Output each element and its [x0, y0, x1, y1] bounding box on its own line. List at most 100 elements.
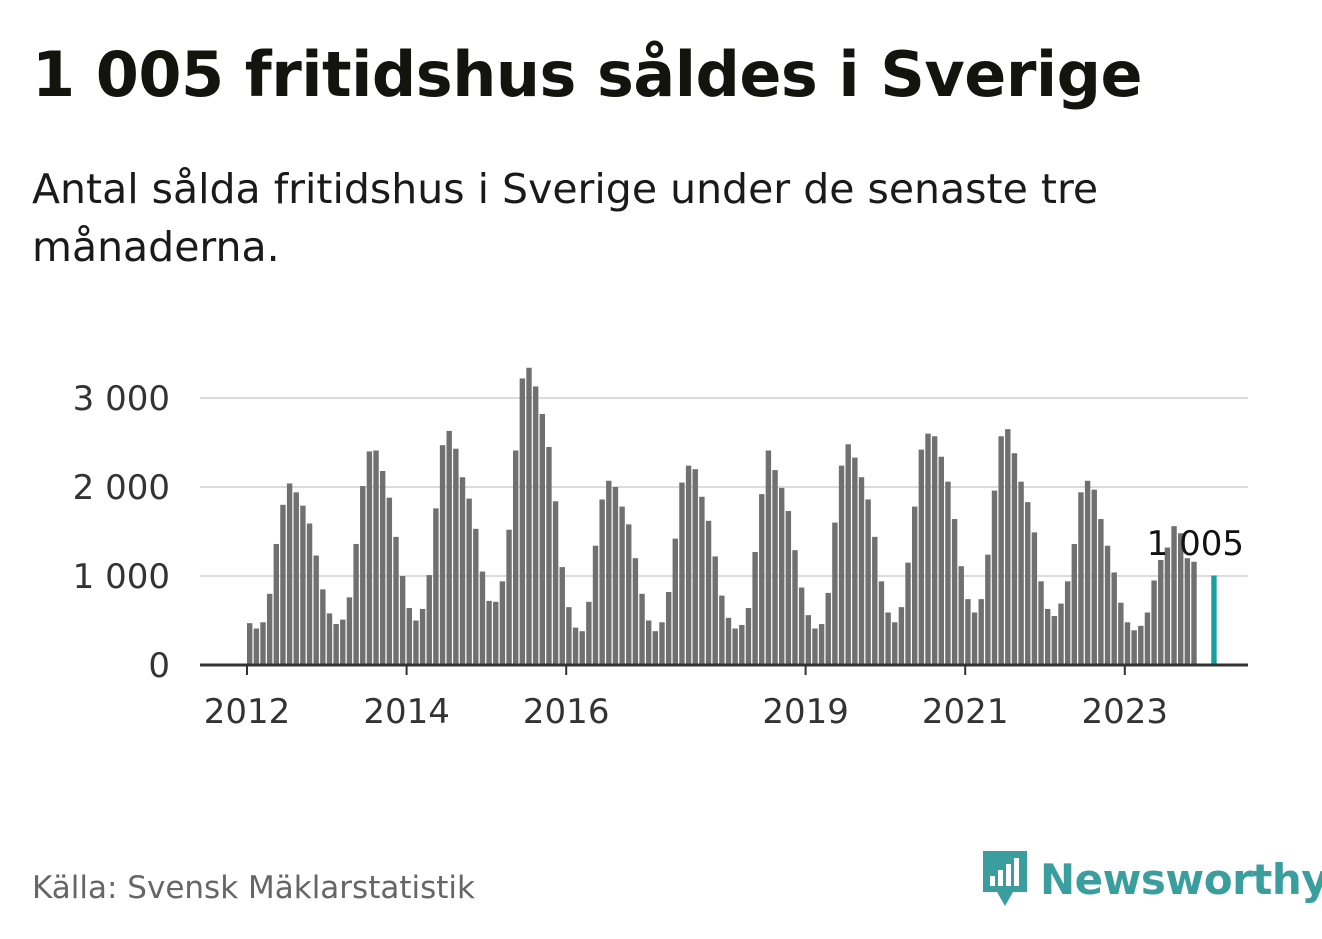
bar: [546, 446, 552, 665]
bar: [965, 599, 971, 665]
y-tick-label: 3 000: [73, 379, 170, 419]
bar: [785, 511, 792, 665]
bar: [626, 524, 632, 665]
bar: [360, 486, 366, 665]
bar: [373, 450, 379, 665]
bar: [1104, 545, 1111, 665]
bar: [772, 470, 778, 665]
bar: [519, 378, 526, 665]
y-tick-label: 2 000: [73, 468, 170, 508]
bar: [725, 617, 732, 665]
bar: [1025, 502, 1031, 665]
bar: [985, 554, 991, 665]
bar: [1111, 572, 1117, 665]
bar: [646, 620, 652, 665]
bar: [792, 550, 798, 665]
bar: [765, 450, 772, 665]
bar: [380, 470, 386, 665]
bar: [905, 562, 911, 665]
bar: [273, 543, 279, 665]
bar: [978, 599, 984, 665]
bar: [739, 624, 745, 665]
bar: [466, 498, 472, 665]
bar: [459, 477, 466, 665]
bar: [872, 536, 878, 665]
x-tick-label: 2016: [523, 692, 610, 732]
bar: [759, 494, 765, 665]
bar: [1158, 559, 1164, 665]
bar: [1164, 547, 1171, 665]
bar: [606, 480, 612, 665]
bar: [433, 508, 439, 665]
bar: [898, 607, 905, 665]
x-tick-label: 2012: [204, 692, 291, 732]
bar: [818, 624, 825, 665]
bar: [732, 628, 738, 665]
bar: [752, 551, 758, 665]
bar: [958, 566, 964, 665]
bar: [306, 523, 313, 665]
bar: [918, 449, 925, 665]
bar: [413, 620, 419, 665]
bar: [313, 555, 319, 665]
bar: [393, 536, 399, 665]
bar: [938, 456, 944, 665]
bar: [532, 386, 539, 665]
bar: [1058, 603, 1064, 665]
bar: [619, 506, 625, 665]
bar: [639, 593, 645, 665]
page-subtitle: Antal sålda fritidshus i Sverige under d…: [32, 165, 1099, 271]
x-tick-label: 2021: [922, 692, 1009, 732]
bar: [260, 622, 266, 665]
bar: [845, 444, 851, 665]
bar: [912, 506, 918, 665]
bar: [266, 593, 273, 665]
bar: [506, 529, 512, 665]
bar: [885, 612, 891, 665]
bar: [566, 607, 572, 665]
bar: [1151, 580, 1157, 665]
bar: [951, 519, 958, 665]
bar: [419, 608, 426, 665]
bar: [832, 522, 838, 665]
bar: [1064, 581, 1071, 665]
bar: [852, 457, 858, 665]
bar: [1051, 616, 1058, 665]
bar: [812, 628, 818, 665]
bar: [652, 631, 659, 665]
bar: [659, 622, 665, 665]
bar: [280, 504, 286, 665]
bar: [1178, 533, 1184, 665]
bar: [1018, 481, 1024, 665]
bar: [479, 571, 486, 665]
bar: [340, 619, 346, 665]
bar: [1098, 519, 1104, 665]
bar: [945, 481, 951, 665]
bar: [1031, 532, 1038, 665]
source-note: Källa: Svensk Mäklarstatistik: [32, 870, 475, 906]
highlight-bar: [1211, 575, 1217, 665]
bar: [665, 592, 672, 665]
bar: [333, 624, 339, 665]
bar: [247, 623, 253, 665]
bar: [453, 448, 459, 665]
bar: [1131, 630, 1137, 665]
highlight-value-label: 1 005: [1147, 524, 1244, 564]
bar: [779, 487, 785, 665]
bar: [991, 490, 998, 665]
bar: [386, 497, 393, 665]
bar: [399, 576, 406, 665]
bar: [586, 601, 592, 665]
bar: [1091, 489, 1097, 665]
bar: [353, 543, 359, 665]
x-tick-label: 2023: [1082, 692, 1169, 732]
bar: [745, 608, 752, 665]
y-tick-label: 1 000: [73, 557, 170, 597]
bar: [838, 465, 845, 665]
bar: [499, 581, 506, 665]
bar: [925, 433, 931, 665]
brand-name: Newsworthy: [1040, 854, 1322, 904]
bar: [320, 589, 326, 665]
bar: [971, 612, 978, 665]
bar: [300, 505, 306, 665]
